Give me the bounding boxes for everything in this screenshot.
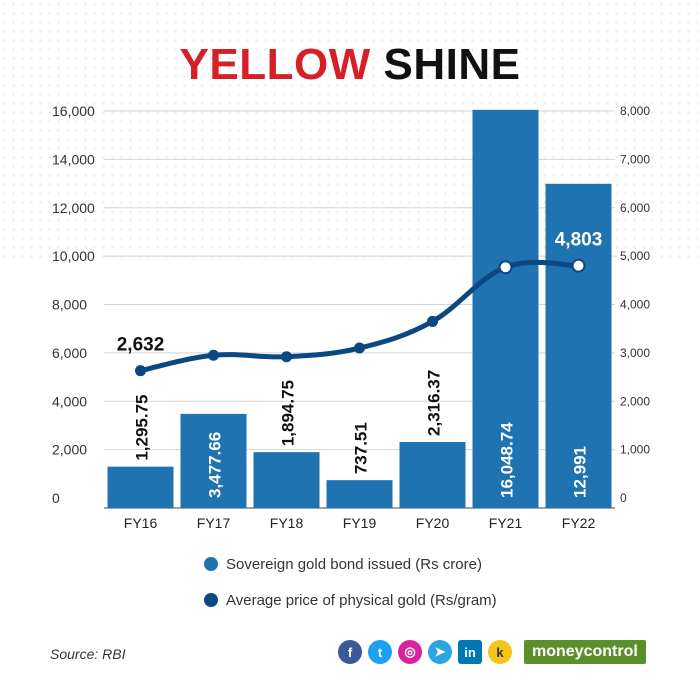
x-tick-label: FY16 <box>124 515 158 531</box>
x-tick-label: FY18 <box>270 515 304 531</box>
left-tick-label: 4,000 <box>52 393 87 409</box>
left-tick-label: 8,000 <box>52 297 87 313</box>
x-tick-label: FY17 <box>197 515 231 531</box>
bar <box>472 109 539 508</box>
right-tick-label: 1,000 <box>620 443 650 457</box>
right-tick-label: 0 <box>620 491 627 505</box>
bar-data-label: 1,295.75 <box>133 394 152 460</box>
gold-price-point <box>354 342 365 354</box>
bar-data-label: 737.51 <box>352 422 371 474</box>
telegram-icon[interactable]: ➤ <box>428 640 452 664</box>
right-tick-label: 4,000 <box>620 298 650 312</box>
left-tick-label: 0 <box>52 490 60 506</box>
left-tick-label: 2,000 <box>52 442 87 458</box>
bar-data-label: 16,048.74 <box>498 422 517 498</box>
gold-price-data-label: 2,632 <box>117 335 165 356</box>
moneycontrol-logo[interactable]: money control <box>524 640 646 664</box>
linkedin-icon[interactable]: in <box>458 640 482 664</box>
gold-price-point <box>135 365 146 377</box>
left-tick-label: 10,000 <box>52 248 95 264</box>
x-tick-label: FY19 <box>343 515 377 531</box>
bar-data-label: 3,477.66 <box>206 432 225 498</box>
instagram-icon[interactable]: ◎ <box>398 640 422 664</box>
right-tick-label: 8,000 <box>620 104 650 118</box>
twitter-icon[interactable]: t <box>368 640 392 664</box>
right-tick-label: 3,000 <box>620 346 650 360</box>
legend-item-gold-price: Average price of physical gold (Rs/gram) <box>204 592 497 609</box>
bar-data-label: 2,316.37 <box>425 370 444 436</box>
bar <box>545 183 612 508</box>
title-part-yellow: YELLOW <box>179 40 371 89</box>
left-tick-label: 6,000 <box>52 345 87 361</box>
facebook-icon[interactable]: f <box>338 640 362 664</box>
gold-price-point <box>498 260 513 275</box>
bar <box>253 452 320 508</box>
legend-dot-bonds <box>204 557 218 571</box>
left-tick-label: 16,000 <box>52 103 95 119</box>
bar <box>399 441 466 508</box>
right-tick-label: 2,000 <box>620 394 650 408</box>
right-tick-label: 7,000 <box>620 152 650 166</box>
source-note: Source: RBI <box>50 646 126 662</box>
koo-icon[interactable]: k <box>488 640 512 664</box>
gold-price-point <box>208 349 219 361</box>
legend-label-bonds: Sovereign gold bond issued (Rs crore) <box>226 556 482 573</box>
bar <box>180 413 247 508</box>
legend-dot-gold-price <box>204 593 218 607</box>
bar-data-label: 12,991 <box>571 446 590 498</box>
right-tick-label: 5,000 <box>620 249 650 263</box>
chart-title: YELLOW SHINE <box>0 40 700 90</box>
left-tick-label: 14,000 <box>52 151 95 167</box>
gold-price-point <box>281 351 292 363</box>
legend-item-bonds: Sovereign gold bond issued (Rs crore) <box>204 556 482 573</box>
title-part-shine: SHINE <box>383 40 521 89</box>
legend-label-gold-price: Average price of physical gold (Rs/gram) <box>226 592 497 609</box>
x-tick-label: FY20 <box>416 515 450 531</box>
bar <box>326 480 393 508</box>
gold-price-point <box>427 315 438 327</box>
social-bar: f t ◎ ➤ in k money control <box>338 640 646 664</box>
gold-price-data-label: 4,803 <box>555 230 603 251</box>
right-tick-label: 6,000 <box>620 201 650 215</box>
brand-part-money: money <box>532 643 584 660</box>
brand-part-control: control <box>583 643 638 660</box>
left-tick-label: 12,000 <box>52 200 95 216</box>
gold-price-point <box>571 258 586 273</box>
bar <box>107 466 174 508</box>
x-tick-label: FY22 <box>562 515 596 531</box>
bar-data-label: 1,894.75 <box>279 380 298 446</box>
x-tick-label: FY21 <box>489 515 523 531</box>
